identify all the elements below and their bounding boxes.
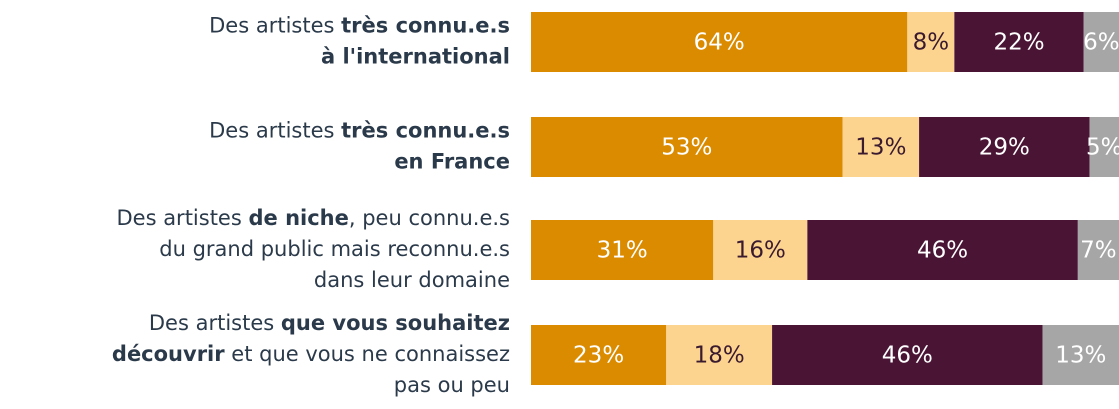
value-label: 13% <box>855 135 906 161</box>
value-label: 22% <box>993 30 1044 56</box>
category-label-part: Des artistes <box>116 206 248 230</box>
value-label: 16% <box>735 238 786 264</box>
bar-segment <box>531 117 843 177</box>
category-label-part: à l'international <box>321 45 510 69</box>
bar-segment <box>666 325 773 385</box>
value-label: 64% <box>694 30 745 56</box>
category-label-part: découvrir <box>112 342 225 366</box>
value-label: 29% <box>979 135 1030 161</box>
category-label-part: du grand public mais reconnu.e.s <box>159 237 510 261</box>
category-label-part: , peu connu.e.s <box>349 206 510 230</box>
category-label-part: dans leur domaine <box>314 268 510 292</box>
bar-segment <box>531 220 714 280</box>
bar-segment <box>531 325 667 385</box>
bar-segment <box>713 220 808 280</box>
value-label: 8% <box>913 30 950 56</box>
value-label: 7% <box>1080 238 1117 264</box>
bar-segment <box>907 12 955 72</box>
bar-segment <box>1042 325 1119 385</box>
value-label: 6% <box>1083 30 1119 56</box>
category-label-part: pas ou peu <box>394 373 510 397</box>
value-label: 13% <box>1055 343 1106 369</box>
category-label-part: Des artistes <box>209 14 341 38</box>
category-label-part: très connu.e.s <box>341 119 510 143</box>
category-label: Des artistes très connu.e.s en France <box>209 119 510 174</box>
value-label: 46% <box>882 343 933 369</box>
value-label: 23% <box>573 343 624 369</box>
category-label-part: Des artistes <box>149 311 281 335</box>
category-label: Des artistes que vous souhaitez découvrir… <box>112 311 510 397</box>
bar-segment <box>772 325 1043 385</box>
bar-segment <box>1077 220 1119 280</box>
category-label-part: très connu.e.s <box>341 14 510 38</box>
bar-segment <box>842 117 920 177</box>
category-label-part: et que vous ne connaissez <box>225 342 510 366</box>
value-label: 31% <box>597 238 648 264</box>
category-label-part: en France <box>394 150 510 174</box>
bar-segment <box>807 220 1078 280</box>
category-label-part: de niche <box>248 206 348 230</box>
category-label-part: Des artistes <box>209 119 341 143</box>
category-label: Des artistes de niche, peu connu.e.s du g… <box>116 206 510 292</box>
value-label: 46% <box>917 238 968 264</box>
bar-segment <box>1083 12 1119 72</box>
bar-segment <box>919 117 1090 177</box>
value-label: 18% <box>694 343 745 369</box>
bar-segment <box>531 12 908 72</box>
bar-segment <box>1089 117 1119 177</box>
category-label-part: que vous souhaitez <box>281 311 510 335</box>
value-label: 5% <box>1086 135 1119 161</box>
category-label: Des artistes très connu.e.s à l'internati… <box>209 14 510 69</box>
bar-segment <box>954 12 1084 72</box>
value-label: 53% <box>661 135 712 161</box>
